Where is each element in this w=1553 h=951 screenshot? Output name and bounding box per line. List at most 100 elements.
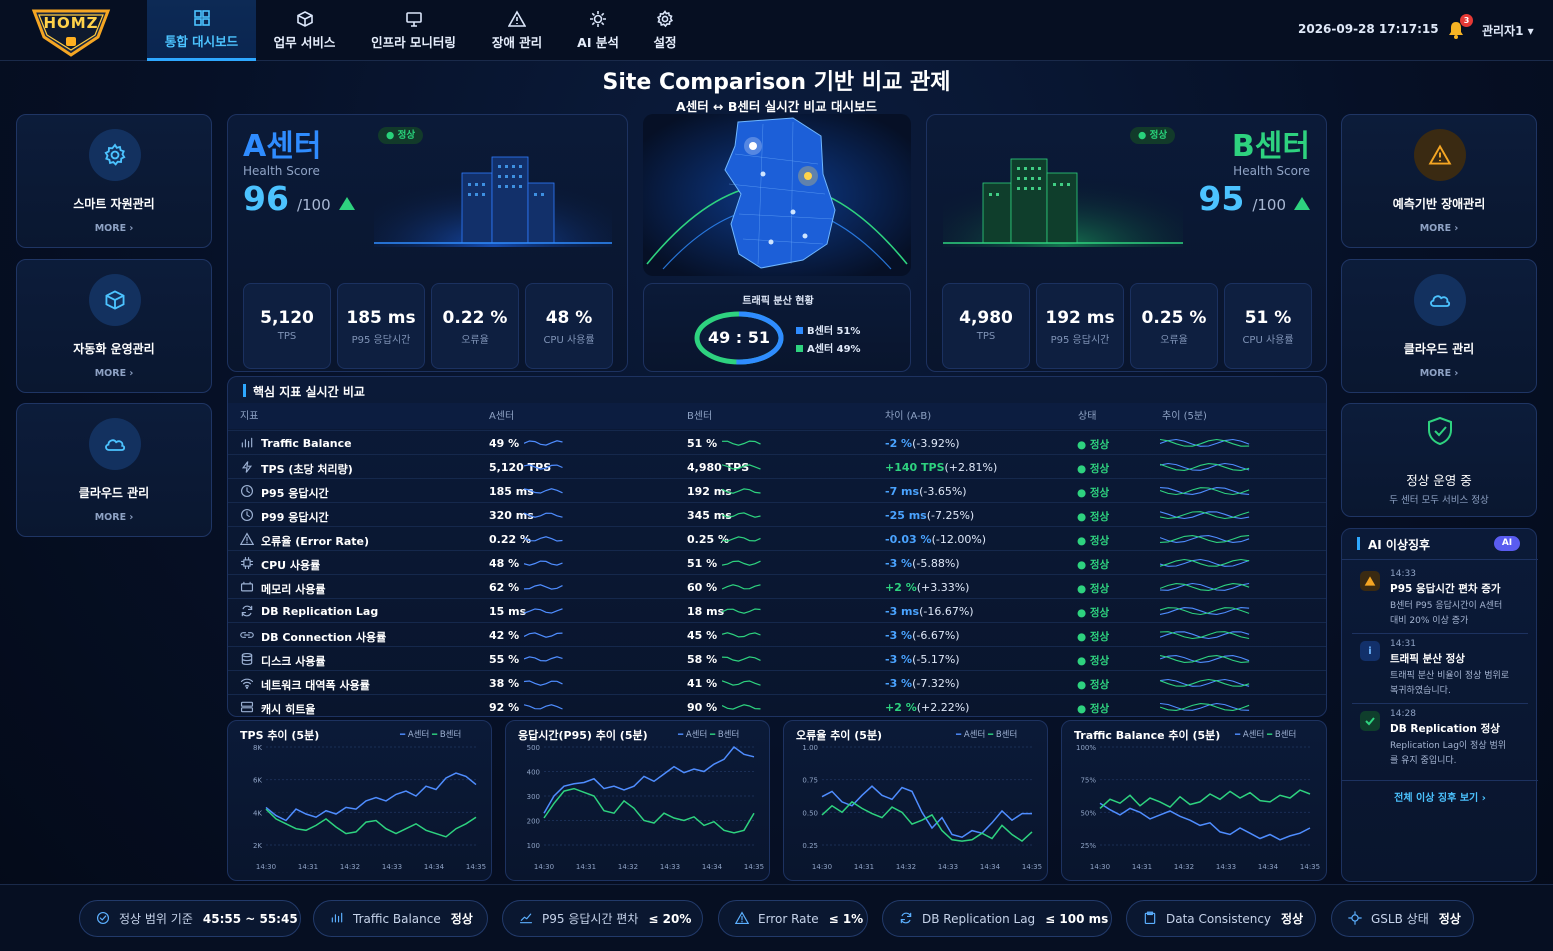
nav-business-service[interactable]: 업무 서비스 xyxy=(262,0,347,61)
table-row[interactable]: DB Replication Lag 15 ms 18 ms -3 ms(-16.67… xyxy=(228,598,1326,622)
table-row[interactable]: P99 응답시간 320 ms 345 ms -25 ms(-7.25%) ● 정상 xyxy=(228,502,1326,526)
more-link[interactable]: MORE › xyxy=(94,223,134,234)
status-indicator: ● 정상 xyxy=(1077,703,1110,715)
homz-logo[interactable]: HOMZ xyxy=(28,5,114,57)
bar-chart-icon xyxy=(330,911,344,926)
series-line-a xyxy=(821,785,1032,839)
table-row[interactable]: 캐시 히트율 92 % 90 % +2 %(+2.22%) ● 정상 xyxy=(228,694,1326,718)
trend-path xyxy=(1160,558,1250,567)
anomaly-item[interactable]: 14:33 P95 응답시간 편차 증가 B센터 P95 응답시간이 A센터 대… xyxy=(1350,563,1530,631)
x-tick-label: 14:34 xyxy=(1258,863,1279,871)
table-row[interactable]: P95 응답시간 185 ms 192 ms -7 ms(-3.65%) ● 정상 xyxy=(228,478,1326,502)
traffic-share-arc xyxy=(736,311,784,365)
x-tick-label: 14:34 xyxy=(702,863,723,871)
normal-operation-card: 정상 운영 중 두 센터 모두 서비스 정상 xyxy=(1341,403,1537,517)
anomaly-item[interactable]: 14:28 DB Replication 정상 Replication Lag이… xyxy=(1350,705,1530,773)
table-row[interactable]: DB Connection 사용률 42 % 45 % -3 %(-6.67%) ● 정… xyxy=(228,622,1326,646)
diff-value: -3 %(-6.67%) xyxy=(885,629,960,642)
table-row[interactable]: 네트워크 대역폭 사용률 38 % 41 % -3 %(-7.32%) ● 정상 xyxy=(228,670,1326,694)
diff-value: -2 %(-3.92%) xyxy=(885,437,960,450)
sparkline xyxy=(524,680,563,686)
nav-ai-analysis[interactable]: AI 분석 xyxy=(567,0,629,61)
legend-a: A센터 49% xyxy=(796,340,861,355)
x-tick-label: 14:31 xyxy=(298,863,318,871)
anomaly-desc: 를 유지 중입니다. xyxy=(1390,756,1457,766)
sparkline-path xyxy=(524,584,563,590)
col-header: 차이 (A-B) xyxy=(885,411,932,422)
criteria-value: ≤ 100 ms xyxy=(1045,911,1109,926)
criteria-label: DB Replication Lag xyxy=(922,911,1036,926)
nav-incident-management[interactable]: 장애 관리 xyxy=(481,0,553,61)
more-link[interactable]: MORE › xyxy=(94,512,134,523)
more-link[interactable]: MORE › xyxy=(1419,223,1459,234)
metric-name: 메모리 사용률 xyxy=(261,583,326,596)
grid-icon xyxy=(193,9,211,27)
table-row[interactable]: Traffic Balance 49 % 51 % -2 %(-3.92%) ● 정상 xyxy=(228,430,1326,454)
center-a-value: 38 % xyxy=(489,677,520,690)
datacenter-building-illustration xyxy=(943,143,1183,247)
cloud-icon xyxy=(1414,274,1466,326)
chart-title: 오류율 추이 (5분) xyxy=(796,729,883,742)
trend-path xyxy=(1160,702,1250,711)
anomaly-desc: 대비 20% 이상 증가 xyxy=(1390,616,1469,626)
center-a-value: 48 % xyxy=(489,557,520,570)
sparkline xyxy=(722,488,761,494)
sparkline xyxy=(524,704,563,710)
gear-icon xyxy=(89,129,141,181)
cloud-management-card[interactable]: 클라우드 관리 MORE › xyxy=(1341,259,1537,393)
center-a-value: 49 % xyxy=(489,437,520,450)
metric-tps: 4,980 TPS xyxy=(942,283,1030,369)
trend-sparkline xyxy=(1160,535,1250,543)
anomaly-item[interactable]: i 14:31 트래픽 분산 정상 트래픽 분산 비율이 정상 범위로 복귀하였… xyxy=(1350,635,1530,703)
sparkline xyxy=(524,560,563,566)
criteria-pill: DB Replication Lag ≤ 100 ms xyxy=(882,900,1112,937)
criteria-value: 정상 xyxy=(1438,912,1461,926)
anomaly-time: 14:28 xyxy=(1390,709,1416,719)
trend-up-icon xyxy=(338,197,355,210)
cloud-management-card[interactable]: 클라우드 관리 MORE › xyxy=(16,403,212,537)
smart-resource-card[interactable]: 스마트 자원관리 MORE › xyxy=(16,114,212,248)
sparkline-path xyxy=(524,560,563,566)
anomaly-desc: B센터 P95 응답시간이 A센터 xyxy=(1390,601,1503,611)
sparkline-path xyxy=(722,608,761,614)
automation-ops-card[interactable]: 자동화 운영관리 MORE › xyxy=(16,259,212,393)
predictive-incident-card[interactable]: 예측기반 장애관리 MORE › xyxy=(1341,114,1537,248)
nav-label: AI 분석 xyxy=(577,35,619,50)
table-row[interactable]: TPS (초당 처리량) 5,120 TPS 4,980 TPS +140 TPS(+… xyxy=(228,454,1326,478)
center-b-value: 41 % xyxy=(687,677,718,690)
trend-path xyxy=(1160,463,1250,471)
nav-label: 통합 대시보드 xyxy=(164,33,239,49)
center-b-value: 0.25 % xyxy=(687,533,729,546)
user-menu[interactable]: 관리자1 ▾ xyxy=(1482,24,1534,38)
trend-path xyxy=(1160,631,1250,640)
center-b-value: 51 % xyxy=(687,557,718,570)
table-row[interactable]: 메모리 사용률 62 % 60 % +2 %(+3.33%) ● 정상 xyxy=(228,574,1326,598)
sparkline-path xyxy=(524,536,563,542)
warning-icon xyxy=(240,532,254,546)
diff-value: +2 %(+2.22%) xyxy=(885,701,970,714)
traffic-ring xyxy=(694,311,784,365)
view-all-anomalies-link[interactable]: 전체 이상 징후 보기 › xyxy=(1394,793,1486,804)
nav-infra-monitoring[interactable]: 인프라 모니터링 xyxy=(362,0,465,61)
metric-cpu: 48 % CPU 사용률 xyxy=(525,283,613,369)
table-row[interactable]: CPU 사용률 48 % 51 % -3 %(-5.88%) ● 정상 xyxy=(228,550,1326,574)
nav-settings[interactable]: 설정 xyxy=(641,0,689,61)
criteria-label: Traffic Balance xyxy=(353,911,441,926)
more-link[interactable]: MORE › xyxy=(94,368,134,379)
sparkline xyxy=(722,584,761,590)
more-link[interactable]: MORE › xyxy=(1419,368,1459,379)
status-indicator: ● 정상 xyxy=(1077,655,1110,667)
trend-path xyxy=(1160,535,1250,543)
diff-value: +140 TPS(+2.81%) xyxy=(885,461,998,474)
metric-name: Traffic Balance xyxy=(261,437,352,450)
center-a-name: A센터 xyxy=(243,129,322,164)
table-row[interactable]: 디스크 사용률 55 % 58 % -3 %(-5.17%) ● 정상 xyxy=(228,646,1326,670)
bell-icon[interactable] xyxy=(1446,20,1466,40)
trend-sparkline xyxy=(1160,438,1250,447)
center-b-value: 60 % xyxy=(687,581,718,594)
table-row[interactable]: 오류율 (Error Rate) 0.22 % 0.25 % -0.03 %(-12.… xyxy=(228,526,1326,550)
status-badge: ● 정상 xyxy=(1130,127,1176,144)
criteria-value: 45:55 ~ 55:45 xyxy=(202,911,298,926)
trend-sparkline xyxy=(1160,607,1250,616)
nav-integrated-dashboard[interactable]: 통합 대시보드 xyxy=(147,0,256,61)
